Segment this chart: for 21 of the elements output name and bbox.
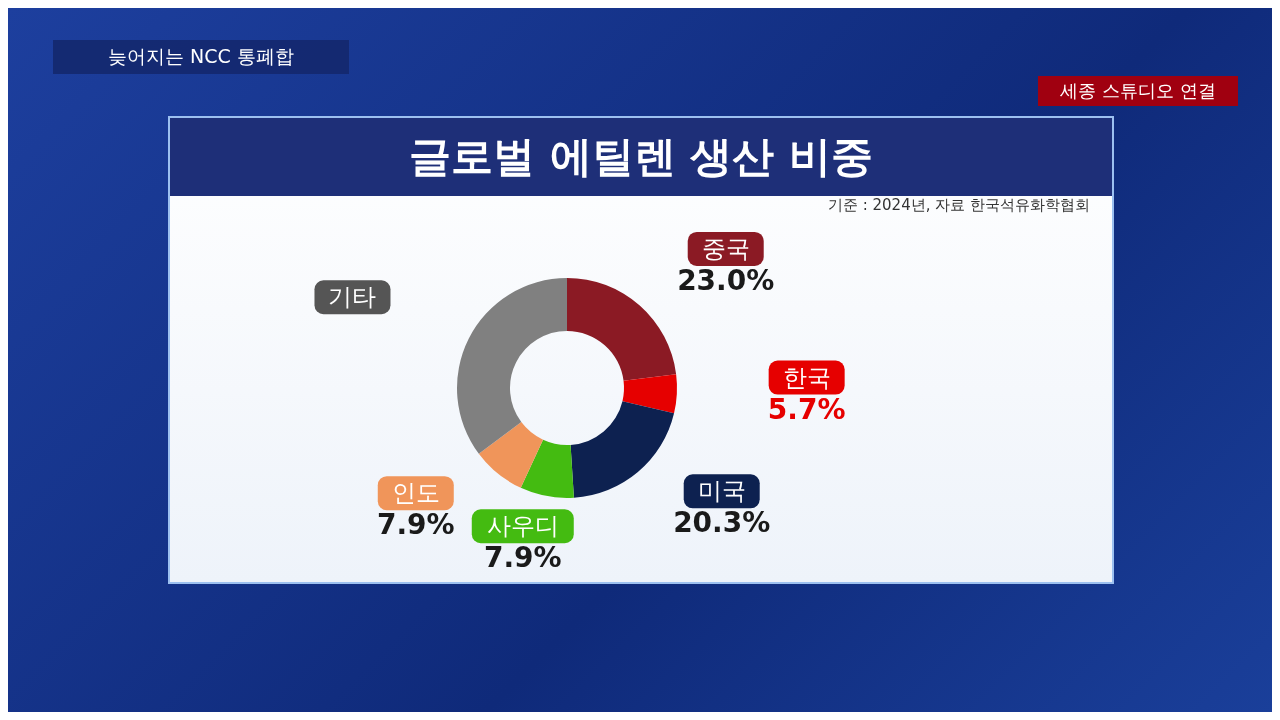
slice-label: 중국 [701,234,750,263]
text: 늦어지는 NCC 통폐합 [53,40,349,74]
donut-slice [567,278,677,381]
slice-label: 기타 [328,283,377,312]
donut-slice [457,278,567,454]
data-label: 7.9% [376,508,455,542]
data-label: 23.0% [677,263,775,297]
text: 세종 스튜디오 연결 [1038,76,1238,106]
donut-slice [520,439,574,498]
data-label: 7.9% [483,541,562,575]
slice-label: 한국 [782,363,831,392]
text: 기준 : 2024년, 자료 한국석유화학협회 [826,196,1091,216]
donut-slice [622,374,677,414]
donut-slice [570,401,675,498]
data-label: 20.3% [673,506,771,540]
slice-label: 사우디 [486,512,559,541]
slice-label: 인도 [391,479,440,508]
data-label: 5.7% [767,392,846,426]
slice-label: 미국 [697,477,746,506]
donut-slice [478,422,544,488]
chart-title: 글로벌 에틸렌 생산 비중 [170,118,1112,196]
